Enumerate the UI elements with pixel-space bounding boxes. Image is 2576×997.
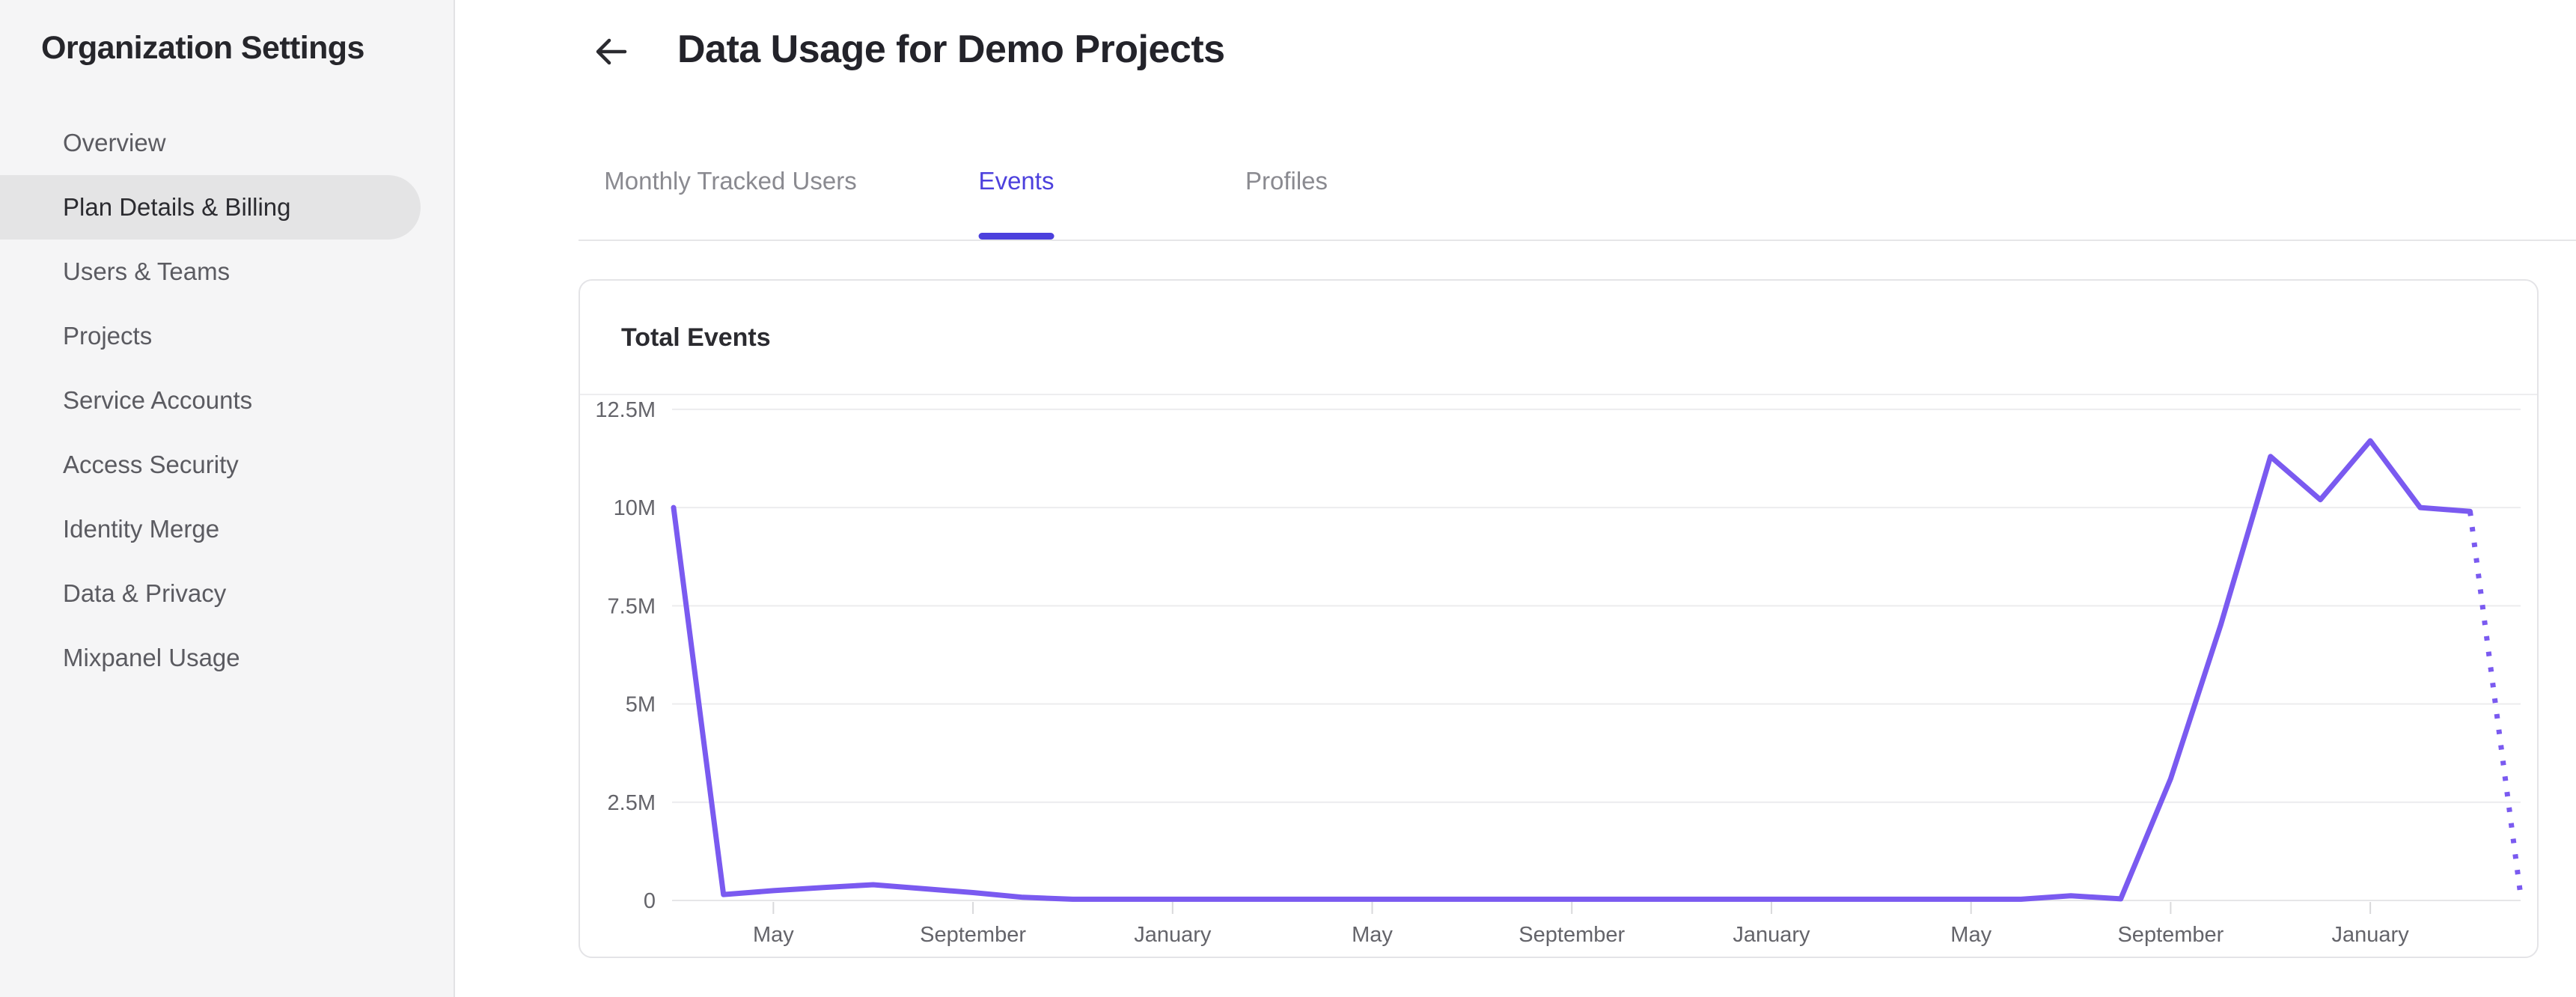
- sidebar-nav: Overview Plan Details & Billing Users & Te…: [0, 111, 421, 690]
- sidebar-item-plan-details-and-billing[interactable]: Plan Details & Billing: [0, 175, 421, 240]
- sidebar-item-access-security[interactable]: Access Security: [63, 451, 239, 478]
- sidebar-item-overview[interactable]: Overview: [63, 129, 166, 156]
- arrow-left-icon: [596, 38, 627, 65]
- tab-profiles[interactable]: Profiles: [1245, 167, 1328, 195]
- tab-monthly-tracked-users[interactable]: Monthly Tracked Users: [604, 167, 857, 195]
- sidebar-item-data-and-privacy[interactable]: Data & Privacy: [63, 579, 227, 607]
- sidebar-item-service-accounts[interactable]: Service Accounts: [63, 386, 253, 414]
- card-title: Total Events: [621, 323, 771, 352]
- sidebar-item-users-and-teams[interactable]: Users & Teams: [63, 257, 231, 285]
- sidebar-item-identity-merge[interactable]: Identity Merge: [63, 515, 220, 543]
- card-divider: [580, 394, 2537, 395]
- sidebar-item-projects[interactable]: Projects: [63, 322, 153, 350]
- tab-events[interactable]: Events: [978, 166, 1054, 240]
- sidebar-item-mixpanel-usage[interactable]: Mixpanel Usage: [63, 644, 240, 671]
- page-title: Data Usage for Demo Projects: [677, 28, 1225, 71]
- total-events-card: Total Events: [579, 279, 2539, 958]
- back-button[interactable]: [590, 33, 632, 70]
- tabs-divider: [579, 240, 2576, 241]
- sidebar-title: Organization Settings: [41, 30, 364, 66]
- sidebar: Organization Settings Overview Plan Detai…: [0, 0, 455, 997]
